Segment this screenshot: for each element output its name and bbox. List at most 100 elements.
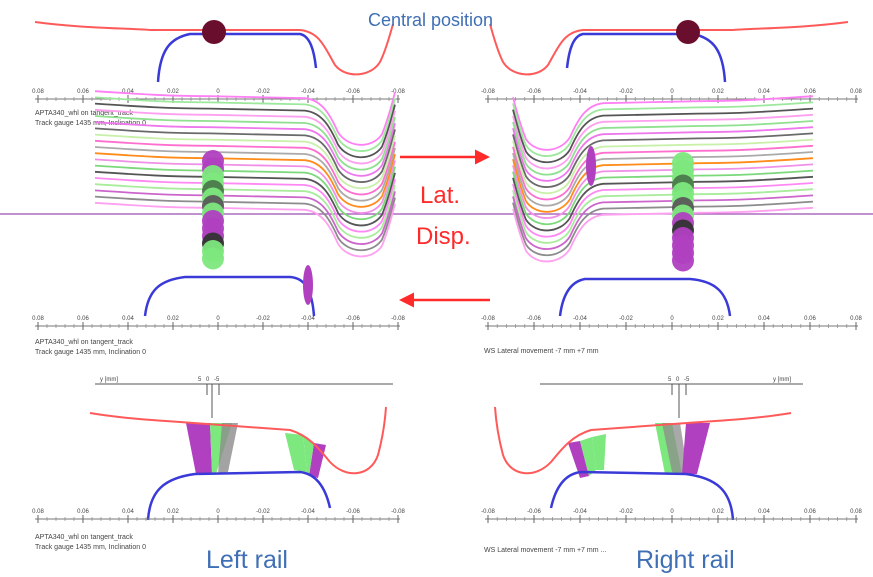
axis-tick-label: 0.08 bbox=[32, 509, 44, 515]
bottom-right-contact-band-purple-1 bbox=[568, 441, 589, 478]
mid-left-profile-layer bbox=[94, 183, 396, 239]
axis-tick-label: 0 bbox=[670, 316, 674, 322]
left-rail-label: Left rail bbox=[206, 546, 288, 574]
axis-tick-label: 0.08 bbox=[850, 89, 862, 95]
bottom-left-y-axis-label: y [mm] bbox=[100, 377, 118, 383]
bottom-left-panel: y [mm] 5 0 -5 0.08 0.06 0.04 0.02 0 -0.02 -0.0… bbox=[32, 377, 405, 574]
top-left-rail-profile bbox=[156, 32, 318, 83]
mid-left-profile-stack bbox=[94, 90, 396, 258]
mid-right-profile-layer bbox=[512, 206, 814, 263]
bottom-right-y-marker-0: 0 bbox=[676, 377, 680, 383]
axis-tick-label: 0.06 bbox=[804, 509, 816, 515]
top-right-wheel-profile bbox=[489, 21, 849, 76]
axis-tick-label: -0.06 bbox=[346, 316, 360, 322]
right-rail-label: Right rail bbox=[636, 546, 735, 574]
mid-right-axis-group: -0.08 -0.06 -0.04 -0.02 0 0.02 0.04 0.06 0.08 WS… bbox=[481, 316, 862, 355]
mid-left-contact-point bbox=[202, 247, 224, 270]
axis-tick-label: -0.06 bbox=[527, 316, 541, 322]
axis-tick-label: -0.02 bbox=[619, 509, 633, 515]
mid-right-profile-layer bbox=[512, 144, 814, 201]
mid-left-axis-group: 0.08 0.06 0.04 0.02 0 -0.02 -0.04 -0.06 -0.08 AP… bbox=[32, 316, 405, 356]
bottom-left-contact-band-grey-1 bbox=[218, 423, 238, 474]
top-right-rail-profile bbox=[565, 32, 727, 83]
axis-tick-label: 0.02 bbox=[712, 316, 724, 322]
axis-tick-label: 0 bbox=[216, 316, 220, 322]
mid-left-profile-layer bbox=[94, 152, 396, 208]
mid-right-contact-point bbox=[672, 249, 694, 272]
mid-left-profile-layer bbox=[94, 121, 396, 177]
axis-tick-label: 0.08 bbox=[32, 316, 44, 322]
bottom-left-y-marker-neg5: -5 bbox=[214, 377, 220, 383]
axis-tick-label: -0.02 bbox=[256, 509, 270, 515]
axis-tick-label: 0 bbox=[216, 509, 220, 515]
axis-tick-label: 0 bbox=[216, 89, 220, 95]
bottom-right-contact-band-purple-2 bbox=[682, 423, 710, 474]
axis-tick-label: -0.02 bbox=[619, 89, 633, 95]
axis-tick-label: 0 bbox=[670, 509, 674, 515]
axis-tick-label: -0.08 bbox=[481, 316, 495, 322]
axis-tick-label: 0.04 bbox=[122, 509, 134, 515]
axis-tick-label: -0.04 bbox=[573, 316, 587, 322]
mid-left-caption-1: APTA340_whl on tangent_track bbox=[35, 339, 133, 346]
axis-tick-label: 0.06 bbox=[77, 89, 89, 95]
mid-left-profile-layer bbox=[94, 133, 396, 190]
mid-right-profile-layer bbox=[512, 182, 814, 238]
axis-tick-label: 0.02 bbox=[167, 89, 179, 95]
mid-right-caption-1: WS Lateral movement -7 mm +7 mm bbox=[484, 348, 599, 355]
axis-tick-label: -0.04 bbox=[301, 316, 315, 322]
bottom-left-contact-band-purple-1 bbox=[186, 423, 212, 474]
bottom-left-caption-1: APTA340_whl on tangent_track bbox=[35, 534, 133, 541]
top-right-contact-point bbox=[676, 20, 700, 44]
axis-tick-label: 0.02 bbox=[167, 316, 179, 322]
bottom-left-y-marker-5: 5 bbox=[198, 377, 202, 383]
axis-tick-label: 0.08 bbox=[32, 89, 44, 95]
mid-right-profile-layer bbox=[512, 188, 814, 244]
mid-left-rail bbox=[143, 265, 316, 317]
mid-left-profile-layer bbox=[94, 115, 396, 171]
axis-tick-label: -0.06 bbox=[346, 89, 360, 95]
mid-left-profile-layer bbox=[94, 108, 396, 165]
top-left-caption-2: Track gauge 1435 mm, Inclination 0 bbox=[35, 120, 146, 127]
axis-tick-label: 0.08 bbox=[850, 316, 862, 322]
top-left-caption-1: APTA340_whl on tangent_track bbox=[35, 110, 133, 117]
lateral-label-line-1: Lat. bbox=[420, 182, 460, 209]
axis-tick-label: 0.08 bbox=[850, 509, 862, 515]
axis-tick-label: 0.04 bbox=[758, 89, 770, 95]
mid-right-profile-layer bbox=[512, 163, 814, 219]
axis-tick-label: -0.08 bbox=[481, 89, 495, 95]
mid-left-profile-layer bbox=[94, 170, 396, 227]
mid-left-profile-layer bbox=[94, 90, 396, 146]
axis-tick-label: -0.04 bbox=[573, 89, 587, 95]
bottom-right-contact-band-grey-1 bbox=[662, 423, 688, 474]
mid-right-profile-layer bbox=[512, 95, 814, 151]
mid-right-profile-layer bbox=[512, 126, 814, 182]
mid-left-flange-contact bbox=[303, 265, 313, 305]
mid-left-profile-layer bbox=[94, 177, 396, 233]
axis-tick-label: 0 bbox=[670, 89, 674, 95]
mid-right-profile-layer bbox=[512, 132, 814, 188]
axis-tick-label: 0.06 bbox=[804, 89, 816, 95]
mid-right-profile-layer bbox=[512, 194, 814, 250]
mid-right-profile-layer bbox=[512, 169, 814, 226]
mid-left-profile-layer bbox=[94, 139, 396, 196]
mid-right-profile-layer bbox=[512, 107, 814, 164]
bottom-right-panel: y [mm] 5 0 -5 -0.08 -0.06 -0.04 -0.02 0 0.02 0… bbox=[481, 377, 862, 574]
axis-tick-label: 0.06 bbox=[77, 316, 89, 322]
mid-right-profile-layer bbox=[512, 200, 814, 257]
mid-left-profile-layer bbox=[94, 158, 396, 214]
mid-right-profile-layer bbox=[512, 157, 814, 213]
mid-right-contact-points bbox=[672, 152, 694, 272]
bottom-right-y-marker-neg5: -5 bbox=[684, 377, 690, 383]
axis-tick-label: 0.06 bbox=[804, 316, 816, 322]
mid-right-flange-contact bbox=[586, 146, 596, 186]
mid-left-rail-profile bbox=[143, 275, 316, 317]
axis-tick-label: 0.02 bbox=[167, 509, 179, 515]
mid-left-profile-layer bbox=[94, 189, 396, 245]
mid-right-profile-layer bbox=[512, 175, 814, 232]
mid-left-profile-layer bbox=[94, 201, 396, 258]
lateral-label-line-2: Disp. bbox=[416, 223, 471, 250]
top-left-panel: 0.08 0.06 0.04 0.02 0 -0.02 -0.04 -0.06 -0.08 AP… bbox=[32, 20, 405, 127]
mid-right-profile-layer bbox=[512, 138, 814, 195]
axis-tick-label: -0.08 bbox=[391, 509, 405, 515]
